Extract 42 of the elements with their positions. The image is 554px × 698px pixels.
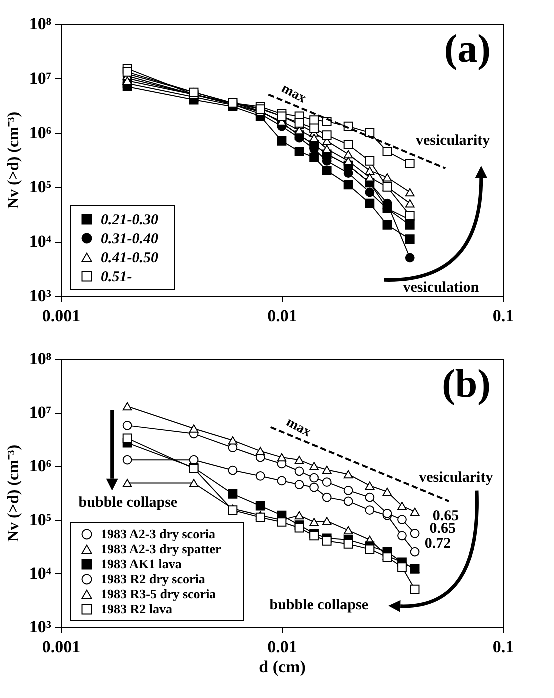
legend-label: 0.41-0.50 bbox=[101, 250, 159, 266]
annotation: bubble collapse bbox=[78, 494, 178, 511]
y-tick-label: 10⁵ bbox=[29, 510, 52, 530]
x-tick-label: 0.01 bbox=[268, 306, 298, 326]
y-tick-label: 10⁷ bbox=[29, 403, 52, 422]
legend-label: 1983 R2 lava bbox=[101, 602, 173, 616]
x-tick-label: 0.001 bbox=[42, 306, 81, 326]
annotation: (b) bbox=[442, 361, 491, 406]
legend-label: 1983 A2-3 dry scoria bbox=[101, 526, 216, 542]
legend-label: 1983 AK1 lava bbox=[101, 556, 182, 572]
annotation: vesicularity bbox=[419, 470, 494, 486]
legend-label: 0.51- bbox=[101, 270, 132, 286]
y-tick-label: 10⁶ bbox=[29, 456, 52, 476]
annotation: max bbox=[284, 415, 314, 440]
x-tick-label: 0.01 bbox=[268, 638, 298, 656]
x-tick-label: 0.1 bbox=[492, 306, 514, 326]
y-tick-label: 10⁵ bbox=[29, 178, 52, 197]
annotation: vesiculation bbox=[403, 280, 480, 296]
annotation: vesicularity bbox=[416, 132, 491, 149]
legend-label: 1983 A2-3 dry spatter bbox=[101, 542, 222, 556]
y-tick-label: 10⁶ bbox=[29, 123, 52, 142]
y-tick-label: 10⁴ bbox=[29, 564, 52, 583]
annotation: max bbox=[278, 81, 309, 107]
x-tick-label: 0.001 bbox=[42, 638, 81, 656]
y-axis-title: Nv (>d) (cm⁻³) bbox=[5, 112, 22, 210]
y-tick-label: 10⁷ bbox=[29, 68, 52, 88]
legend-label: 1983 R3-5 dry scoria bbox=[101, 586, 217, 602]
y-tick-label: 10³ bbox=[29, 286, 52, 306]
annotation: bubble collapse bbox=[270, 597, 369, 614]
annotation: 0.65 bbox=[430, 521, 456, 538]
annotation: (a) bbox=[444, 26, 491, 71]
x-tick-label: 0.1 bbox=[492, 638, 514, 656]
legend-label: 0.31-0.40 bbox=[101, 232, 159, 248]
y-tick-label: 10⁸ bbox=[29, 350, 52, 368]
annotation: 0.72 bbox=[424, 536, 452, 552]
legend-label: 0.21-0.30 bbox=[101, 212, 159, 228]
y-tick-label: 10⁸ bbox=[29, 14, 52, 34]
x-axis-title: d (cm) bbox=[259, 658, 306, 676]
y-axis-title: Nv (>d) (cm⁻³) bbox=[5, 444, 22, 542]
legend-label: 1983 R2 dry scoria bbox=[101, 572, 206, 586]
y-tick-label: 10⁴ bbox=[29, 232, 52, 252]
y-tick-label: 10³ bbox=[29, 618, 52, 636]
